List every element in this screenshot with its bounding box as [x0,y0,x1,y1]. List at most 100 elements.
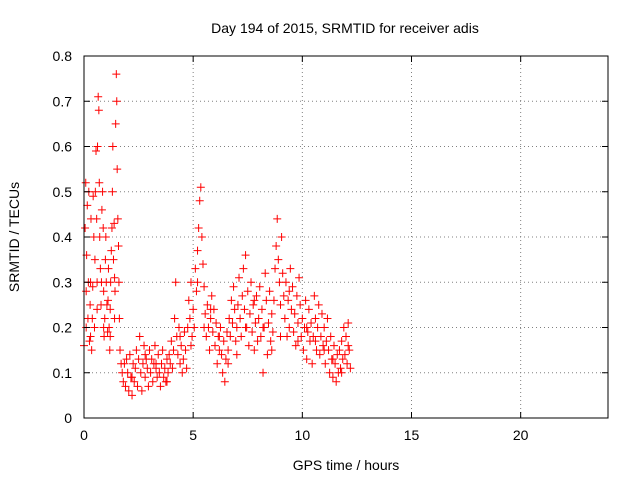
x-tick-label: 20 [513,427,529,443]
data-point [101,233,110,241]
chart-title: Day 194 of 2015, SRMTID for receiver adi… [211,20,479,36]
data-point [201,309,210,318]
data-point [87,346,96,355]
data-point [321,359,330,368]
y-tick-label: 0.5 [53,184,73,200]
data-point [156,382,165,391]
data-point [176,332,185,341]
data-point [141,373,150,382]
data-point [268,328,277,337]
data-point [216,323,225,332]
data-point [229,282,238,291]
x-tick-label: 10 [295,427,311,443]
y-axis-label: SRMTID / TECUs [6,182,22,292]
data-point [171,278,180,287]
data-point [129,359,138,368]
data-point [94,92,103,101]
data-point [121,382,130,391]
data-point [303,328,312,337]
data-point [307,318,316,327]
data-point [310,291,319,300]
data-point [145,346,154,355]
data-point [86,300,95,309]
data-point [120,359,129,368]
data-point [96,264,105,273]
data-point [345,346,354,355]
data-point [332,377,341,386]
data-point [213,359,222,368]
data-point [92,147,101,156]
data-point [211,341,219,350]
data-point [340,350,349,359]
data-point [169,346,178,355]
data-point [225,314,234,323]
data-point [98,187,107,196]
data-point [150,341,159,350]
data-point [82,287,91,296]
data-point [221,355,230,364]
data-point [331,359,340,368]
data-point [110,219,119,228]
data-point [186,341,195,350]
data-point [88,282,97,291]
data-point [247,278,256,287]
data-point [205,346,214,355]
x-tick-label: 5 [189,427,197,443]
data-point [342,332,350,341]
data-point [106,332,115,341]
data-point [265,287,274,296]
data-point [272,242,281,251]
data-point [245,309,254,318]
data-point [326,332,335,341]
data-point [110,273,119,282]
data-point [288,282,297,291]
data-point [131,364,140,373]
y-tick-label: 0.2 [53,320,73,336]
data-point [328,373,337,382]
y-tick-label: 0.8 [53,48,73,64]
data-point [276,332,285,341]
data-point [256,332,265,341]
data-point [266,337,275,346]
data-point [226,332,235,341]
data-point [335,346,344,355]
data-point [202,332,211,341]
data-point [116,346,125,355]
data-point [293,337,302,346]
data-point [132,346,141,355]
data-point [147,355,156,364]
data-point [291,341,300,350]
data-point [244,341,253,350]
data-point [97,205,106,214]
data-point [83,201,92,210]
data-point [113,214,122,223]
data-point [86,332,95,341]
data-point [338,355,347,364]
y-tick-label: 0.1 [53,365,73,381]
data-point [190,323,199,332]
data-point [228,318,237,327]
data-point [274,255,283,264]
data-point [346,364,355,373]
data-point [177,341,186,350]
data-point [89,192,98,201]
data-point [243,287,252,296]
data-point [287,305,296,314]
data-point [337,337,346,346]
data-point [296,300,305,309]
data-point [162,355,171,364]
data-point [309,332,318,341]
data-point [200,323,209,332]
data-point [101,255,110,264]
data-point [267,346,276,355]
data-point [285,323,294,332]
data-point [81,223,90,232]
x-tick-label: 0 [80,427,88,443]
data-point [250,296,259,305]
data-point [227,296,236,305]
data-point [102,300,111,309]
y-tick-label: 0.3 [53,274,73,290]
x-tick-label: 15 [404,427,420,443]
y-tick-label: 0 [64,410,72,426]
